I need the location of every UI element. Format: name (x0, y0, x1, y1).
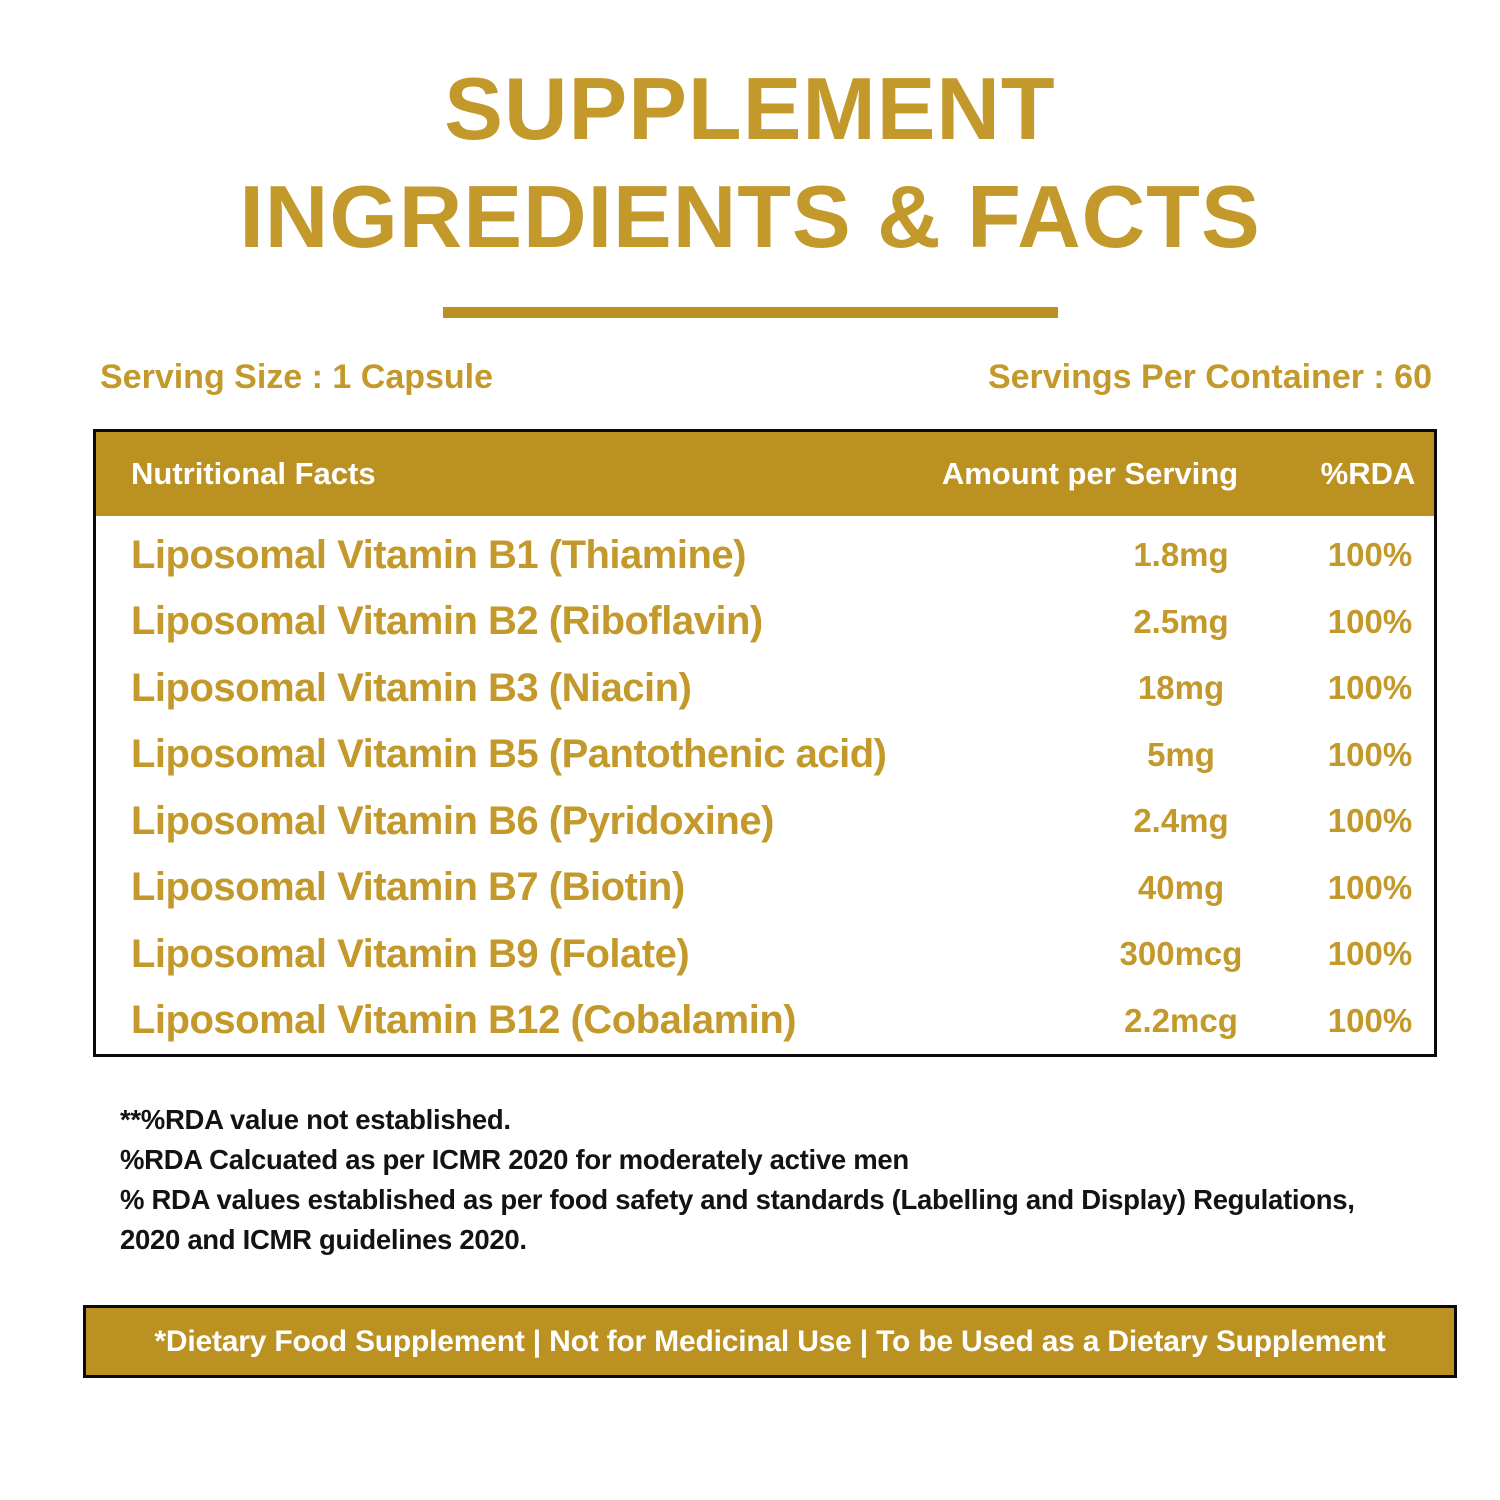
footnote-line: 2020 and ICMR guidelines 2020. (120, 1224, 527, 1255)
ingredient-name: Liposomal Vitamin B1 (Thiamine) (131, 532, 746, 577)
nutrition-facts-table: Nutritional Facts Amount per Serving %RD… (93, 429, 1437, 1057)
rda-footnotes: **%RDA value not established. %RDA Calcu… (120, 1100, 1480, 1260)
rda-value: 100% (1327, 602, 1413, 640)
table-row: Liposomal Vitamin B12 (Cobalamin) 2.2mcg… (96, 988, 1434, 1055)
rda-value: 100% (1327, 669, 1413, 707)
ingredient-name: Liposomal Vitamin B2 (Riboflavin) (131, 599, 763, 644)
amount-value: 18mg (1137, 669, 1225, 707)
ingredient-name: Liposomal Vitamin B5 (Pantothenic acid) (131, 732, 887, 777)
table-row: Liposomal Vitamin B7 (Biotin) 40mg 100% (96, 855, 1434, 922)
table-body: Liposomal Vitamin B1 (Thiamine) 1.8mg 10… (96, 516, 1434, 1054)
table-header-row: Nutritional Facts Amount per Serving %RD… (96, 432, 1434, 516)
ingredient-name: Liposomal Vitamin B7 (Biotin) (131, 865, 685, 910)
page-title-line2: INGREDIENTS & FACTS (239, 167, 1261, 266)
table-row: Liposomal Vitamin B1 (Thiamine) 1.8mg 10… (96, 522, 1434, 589)
column-header-rda: %RDA (1320, 456, 1416, 491)
rda-value: 100% (1327, 536, 1413, 574)
rda-value: 100% (1327, 1001, 1413, 1039)
rda-value: 100% (1327, 802, 1413, 840)
title-block: SUPPLEMENT INGREDIENTS & FACTS (0, 55, 1500, 318)
amount-value: 300mcg (1119, 935, 1243, 973)
amount-value: 2.4mg (1133, 802, 1229, 840)
footnote-line: % RDA values established as per food saf… (120, 1184, 1355, 1215)
footnote-line: **%RDA value not established. (120, 1104, 511, 1135)
amount-value: 2.5mg (1133, 602, 1229, 640)
table-row: Liposomal Vitamin B9 (Folate) 300mcg 100… (96, 921, 1434, 988)
amount-value: 1.8mg (1133, 536, 1229, 574)
column-header-amount-per-serving: Amount per Serving (941, 456, 1239, 491)
disclaimer-text: *Dietary Food Supplement | Not for Medic… (154, 1324, 1386, 1358)
column-header-nutritional-facts: Nutritional Facts (131, 456, 376, 491)
rda-value: 100% (1327, 735, 1413, 773)
ingredient-name: Liposomal Vitamin B12 (Cobalamin) (131, 998, 797, 1043)
rda-value: 100% (1327, 868, 1413, 906)
amount-value: 2.2mcg (1124, 1001, 1238, 1039)
servings-per-container-label: Servings Per Container : 60 (987, 358, 1432, 396)
table-row: Liposomal Vitamin B2 (Riboflavin) 2.5mg … (96, 589, 1434, 656)
ingredient-name: Liposomal Vitamin B9 (Folate) (131, 931, 690, 976)
serving-size-label: Serving Size : 1 Capsule (100, 358, 494, 396)
disclaimer-banner: *Dietary Food Supplement | Not for Medic… (83, 1305, 1457, 1378)
table-row: Liposomal Vitamin B6 (Pyridoxine) 2.4mg … (96, 788, 1434, 855)
rda-value: 100% (1327, 935, 1413, 973)
amount-value: 40mg (1137, 868, 1225, 906)
ingredient-name: Liposomal Vitamin B6 (Pyridoxine) (131, 798, 774, 843)
page-title-line1: SUPPLEMENT (444, 59, 1056, 158)
title-underline-divider (442, 307, 1058, 318)
serving-info-row: Serving Size : 1 Capsule Servings Per Co… (100, 358, 1432, 397)
table-row: Liposomal Vitamin B3 (Niacin) 18mg 100% (96, 655, 1434, 722)
ingredient-name: Liposomal Vitamin B3 (Niacin) (131, 665, 692, 710)
amount-value: 5mg (1147, 735, 1215, 773)
table-row: Liposomal Vitamin B5 (Pantothenic acid) … (96, 722, 1434, 789)
footnote-line: %RDA Calcuated as per ICMR 2020 for mode… (120, 1144, 909, 1175)
